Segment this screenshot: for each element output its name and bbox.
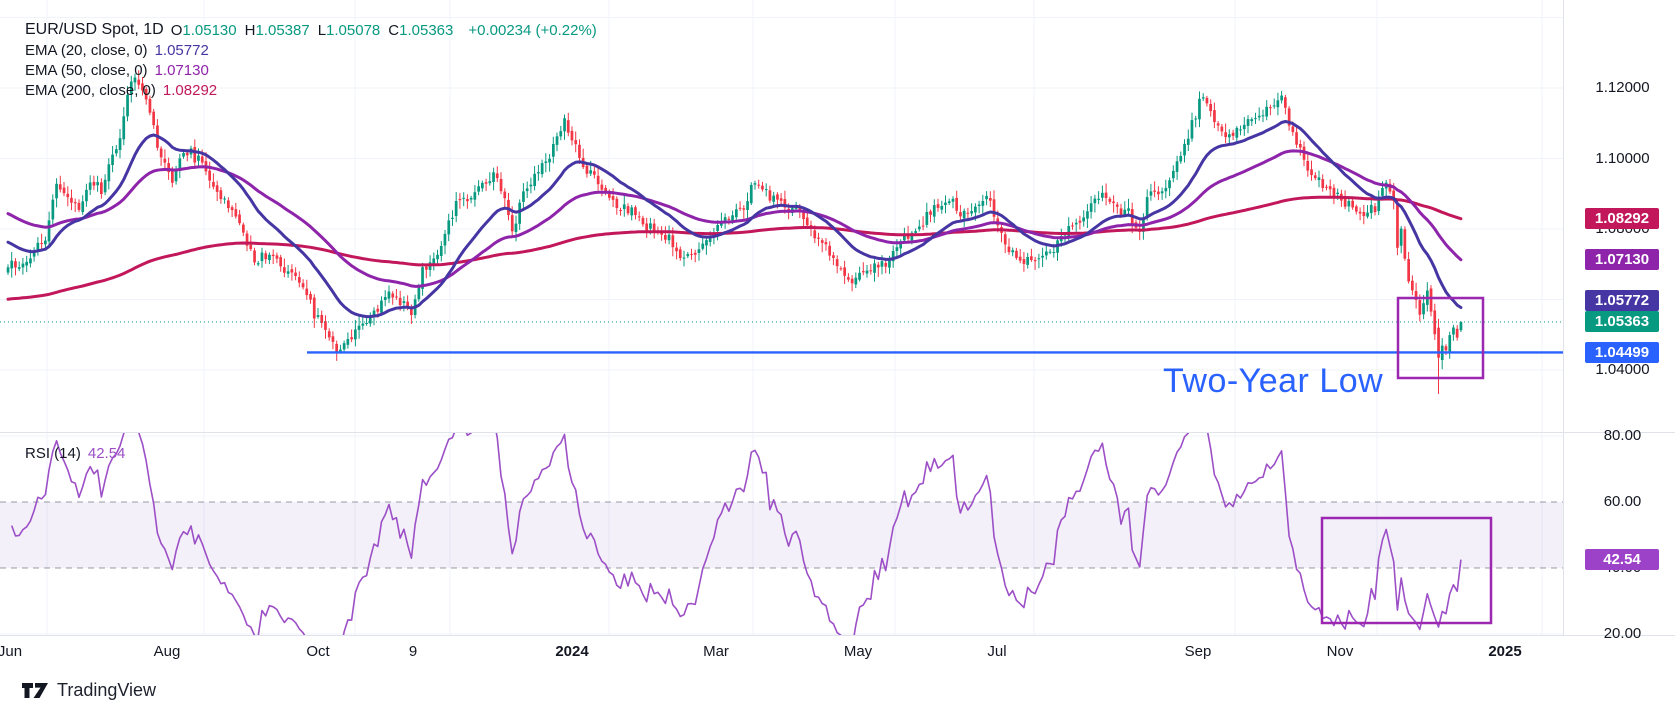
ema20-price-badge: 1.05772 [1585,289,1659,311]
time-axis-label: Aug [153,643,181,660]
ema50-line [6,149,1463,288]
main-highlight-box [1396,296,1485,380]
ema20-line [6,120,1463,319]
price-tick-label: 1.12000 [1595,79,1650,96]
indicator-value: 1.05772 [154,41,209,59]
indicator-legend-row-ema200[interactable]: EMA (200, close, 0) 1.08292 [25,80,597,100]
rsi-legend-value: 42.54 [87,444,126,462]
ohlc-key: H [244,21,256,39]
indicator-value: 1.07130 [154,61,209,79]
indicator-label: EMA (50, close, 0) [25,61,148,79]
time-axis-label: Jun [0,643,23,660]
symbol-legend-row[interactable]: EUR/USD Spot, 1D O1.05130 H1.05387 L1.0507… [25,20,597,40]
last-price-badge: 1.05363 [1585,311,1659,333]
price-tick-label: 1.04000 [1595,361,1650,378]
time-axis-label: Oct [306,643,330,660]
rsi-tick-label: 80.00 [1603,427,1642,444]
ema50-price-badge: 1.07130 [1585,249,1659,271]
two-year-low-label[interactable]: Two-Year Low [1163,362,1384,400]
indicator-legend-rows: EMA (20, close, 0) 1.05772 EMA (50, close,… [25,40,597,100]
support-price-badge: 1.04499 [1585,341,1659,363]
time-axis-label: Nov [1326,643,1354,660]
indicator-label: EMA (200, close, 0) [25,81,156,99]
main-legend: EUR/USD Spot, 1D O1.05130 H1.05387 L1.0507… [25,20,597,100]
ema200-line [6,195,1463,301]
time-scale[interactable]: Jun Aug Oct 9 2024 Mar May Jul Sep Nov 2025 [0,636,1675,666]
rsi-highlight-box [1320,516,1493,625]
ohlc-value: 1.05130 [182,21,237,39]
price-scale[interactable]: 1.120001.100001.080001.060001.0400080.00… [1563,0,1675,642]
ohlc-key: O [170,21,183,39]
ohlc-value: 1.05078 [326,21,381,39]
time-axis-label: Sep [1184,643,1212,660]
ema200-price-badge: 1.08292 [1585,208,1659,230]
time-axis-label: 9 [408,643,418,660]
rsi-legend-label: RSI (14) [25,444,81,462]
ohlc-values: O1.05130 H1.05387 L1.05078 C1.05363 [171,22,462,39]
time-axis-label: 2024 [555,643,589,660]
time-axis-label: Mar [703,643,729,660]
tradingview-logo-text: TradingView [57,680,157,700]
indicator-legend-row-ema20[interactable]: EMA (20, close, 0) 1.05772 [25,40,597,60]
price-tick-label: 1.10000 [1595,149,1650,167]
rsi-value-badge: 42.54 [1585,549,1659,571]
time-axis-label: May [843,643,873,660]
time-axis-label: 2025 [1488,643,1522,660]
change-value: +0.00234 (+0.22%) [468,21,597,39]
ohlc-key: L [317,21,327,39]
rsi-line [10,433,1462,635]
tradingview-logo-icon [22,683,48,698]
rsi-band [0,502,1563,568]
rsi-tick-label: 20.00 [1603,625,1642,642]
ohlc-value: 1.05387 [255,21,310,39]
rsi-tick-label: 60.00 [1603,493,1642,510]
ohlc-key: C [388,21,400,39]
tradingview-logo[interactable]: TradingView [22,680,156,701]
indicator-legend-row-ema50[interactable]: EMA (50, close, 0) 1.07130 [25,60,597,80]
indicator-value: 1.08292 [162,81,218,99]
symbol-title: EUR/USD Spot, 1D [25,21,164,38]
ohlc-value: 1.05363 [399,21,454,39]
rsi-legend-row[interactable]: RSI (14) 42.54 [25,443,125,463]
time-axis-label: Jul [987,643,1007,660]
indicator-label: EMA (20, close, 0) [25,41,148,59]
